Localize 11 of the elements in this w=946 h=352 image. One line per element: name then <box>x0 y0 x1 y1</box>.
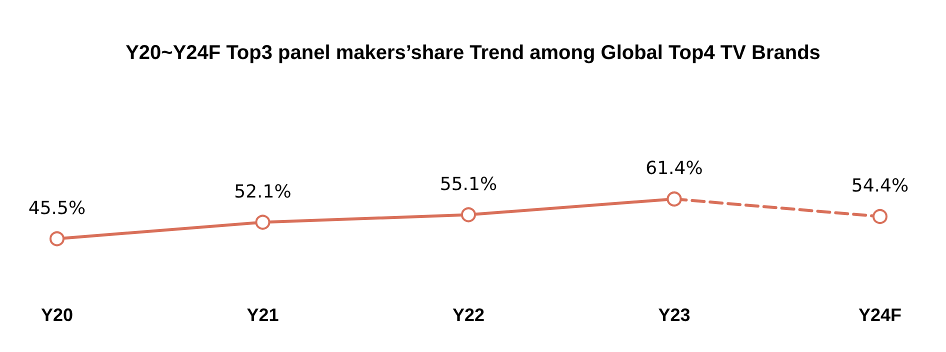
x-tick-label: Y23 <box>658 305 690 325</box>
data-label: 55.1% <box>440 174 498 195</box>
data-label: 61.4% <box>646 158 703 179</box>
x-tick-label: Y21 <box>246 305 279 325</box>
data-label: 54.4% <box>851 176 909 196</box>
x-tick-label: Y20 <box>40 305 74 325</box>
data-label: 45.5% <box>28 198 86 219</box>
x-tick-label: Y24F <box>858 305 902 325</box>
data-label: 52.1% <box>234 181 292 202</box>
chart-title: Y20~Y24F Top3 panel makers’share Trend among Global Top4 TV Brands <box>126 42 820 64</box>
x-tick-label: Y22 <box>452 305 485 325</box>
